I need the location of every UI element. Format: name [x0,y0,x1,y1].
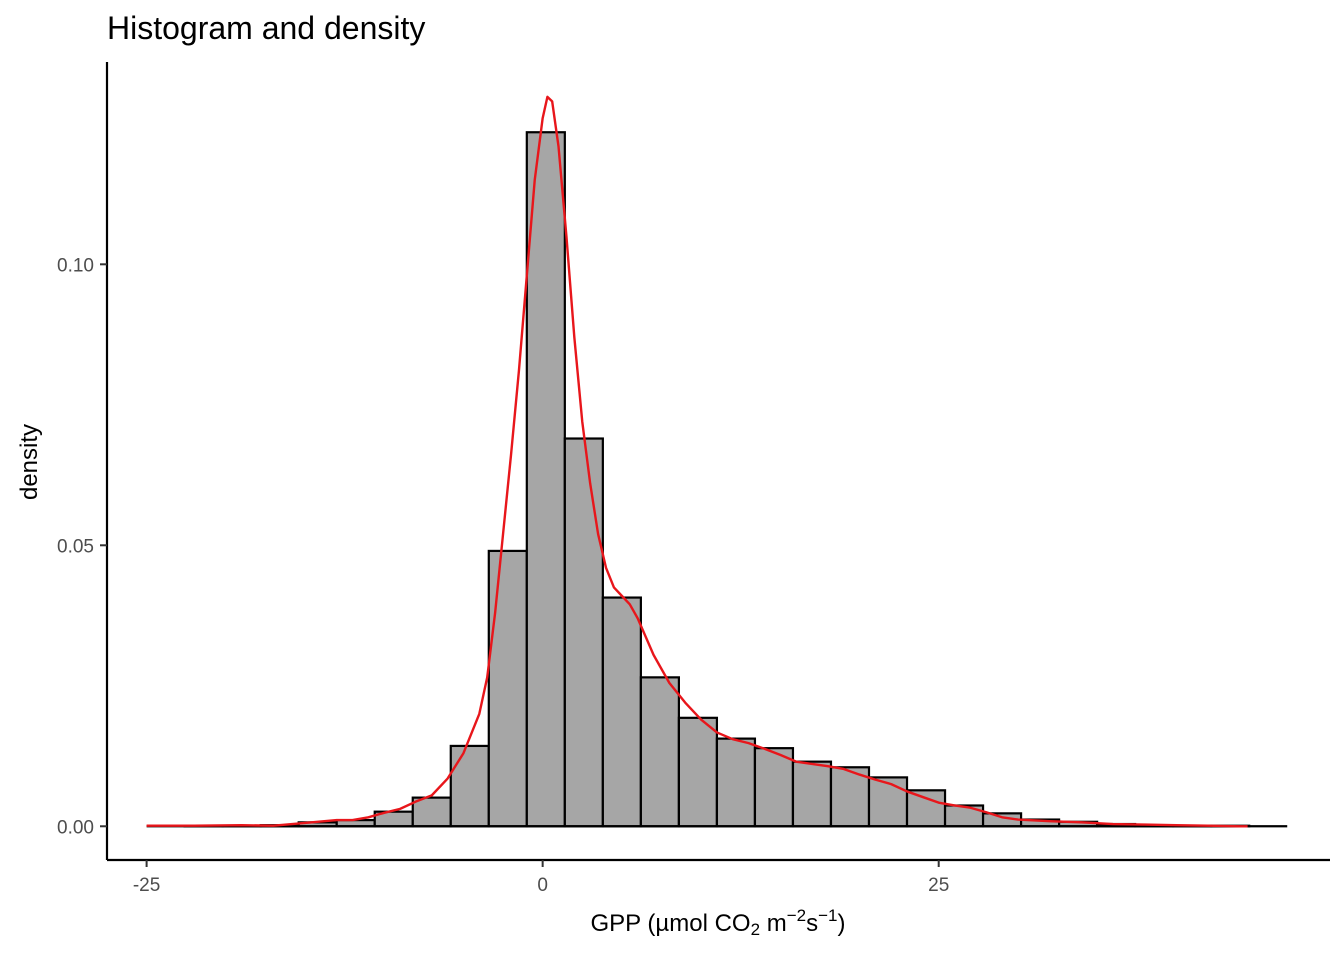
y-tick-label: 0.10 [57,255,94,276]
x-axis-label-part: s [806,910,819,937]
x-axis-label: GPP (µmol CO2 m−2s−1) [590,906,845,940]
x-axis-label-subscript: 2 [750,920,761,939]
x-axis-label-part: m [760,910,787,937]
x-axis-label-superscript: −2 [786,906,807,925]
histogram-bar [639,676,680,828]
histogram-bar [715,737,757,828]
histogram-bar [449,744,490,828]
y-tick-label: 0.05 [57,536,94,557]
density-layer [146,95,1248,828]
density-curve [146,95,1248,828]
x-axis-label-superscript: −1 [818,906,838,925]
histogram-bars [183,131,1251,828]
axes: 0.00 0.05 0.10 -25 0 25 [57,62,1330,896]
histogram-bar [601,596,642,828]
histogram-bar [867,776,909,828]
x-axis-label-part: ) [837,910,846,937]
y-tick-label: 0.00 [57,817,94,838]
histogram-bar [525,131,566,828]
histogram-bar [753,747,795,828]
x-tick-label: 25 [928,875,949,896]
x-axis-label-part: GPP ( [590,910,656,937]
histogram-bar [791,760,833,828]
x-tick-label: 0 [537,875,548,896]
x-axis-label-mu: µ [655,910,670,937]
histogram-bar [487,549,528,828]
histogram-bar [411,796,452,828]
x-tick-label: -25 [133,875,160,896]
histogram-bar [905,789,947,828]
x-axis-label-part: mol CO [669,910,751,937]
chart-title: Histogram and density [107,10,426,46]
histogram-bar [563,437,604,828]
histogram-bar [677,716,719,828]
